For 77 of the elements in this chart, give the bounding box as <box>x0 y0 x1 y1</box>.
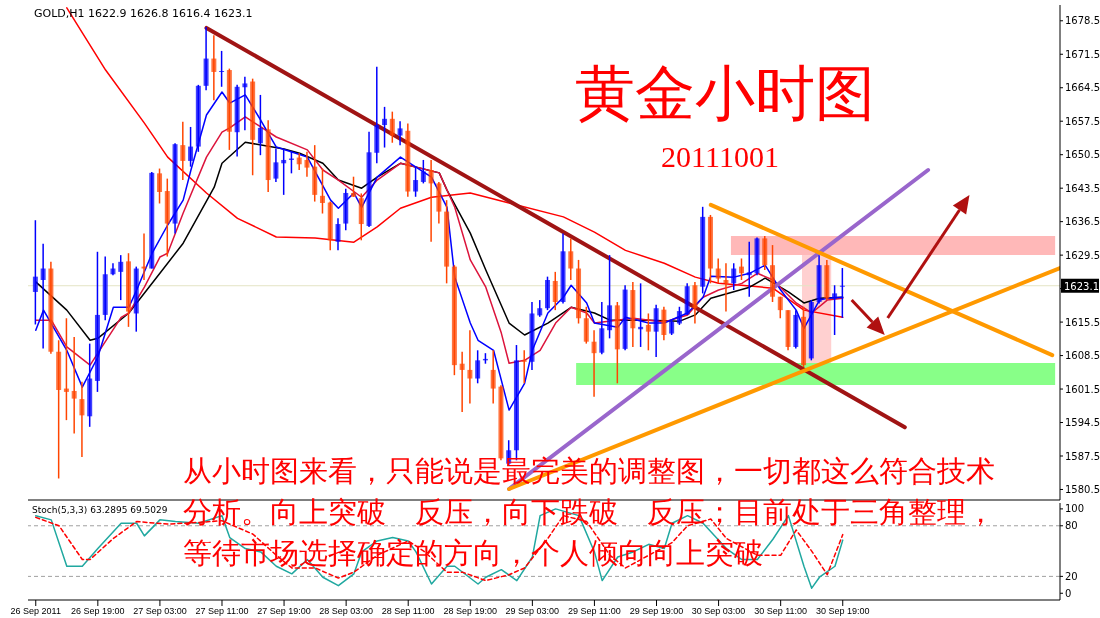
y-tick-label: 1678.5 <box>1065 15 1100 27</box>
x-tick-label: 27 Sep 03:00 <box>133 606 187 617</box>
candlestick <box>583 306 589 345</box>
y-tick-label: 1671.5 <box>1065 48 1100 60</box>
candlestick <box>420 159 426 185</box>
y-tick-label: 1601.5 <box>1065 383 1100 395</box>
candlestick <box>273 147 279 183</box>
candlestick <box>157 167 163 205</box>
y-tick-label: 80 <box>1065 520 1078 532</box>
y-tick-label: 1657.5 <box>1065 115 1100 127</box>
x-tick-label: 28 Sep 19:00 <box>443 606 498 617</box>
candlestick <box>459 350 465 413</box>
chart-title: Stoch(5,3,3) 63.2895 69.5029 <box>32 505 168 515</box>
candlestick <box>397 120 403 146</box>
candlestick <box>738 257 744 281</box>
candlestick <box>521 349 527 385</box>
text: 20111001 <box>660 140 780 174</box>
x-tick-label: 29 Sep 03:00 <box>505 606 560 617</box>
candlestick <box>428 159 434 243</box>
y-tick-label: 1636.5 <box>1065 216 1100 228</box>
candlestick <box>118 254 124 301</box>
candlestick <box>71 336 77 435</box>
y-tick-label: 1587.5 <box>1065 450 1100 462</box>
candlestick <box>676 306 682 326</box>
y-tick-label: 1615.5 <box>1065 316 1100 328</box>
candlestick <box>746 240 752 298</box>
candlestick <box>32 219 38 326</box>
y-tick-label: 20 <box>1065 570 1078 582</box>
candlestick <box>832 284 838 336</box>
candlestick <box>180 120 186 181</box>
y-tick-label: 1650.5 <box>1065 149 1100 161</box>
candlestick <box>413 165 419 198</box>
y-tick-label: 1594.5 <box>1065 417 1100 429</box>
y-tick-label: 1608.5 <box>1065 350 1100 362</box>
candlestick <box>335 217 341 252</box>
candlestick <box>653 304 659 358</box>
y-tick-label: 1580.5 <box>1065 484 1100 496</box>
candlestick <box>552 271 558 311</box>
candlestick <box>79 381 85 458</box>
x-tick-label: 29 Sep 19:00 <box>629 606 684 617</box>
x-tick-label: 28 Sep 03:00 <box>319 606 373 617</box>
candlestick <box>211 34 217 101</box>
x-tick-label: 28 Sep 11:00 <box>381 606 435 617</box>
candlestick <box>475 349 481 385</box>
text: 黄金小时图 <box>574 58 876 128</box>
candlestick <box>389 110 395 144</box>
x-tick-label: 29 Sep 11:00 <box>567 606 621 617</box>
candlestick <box>382 106 388 149</box>
candlestick <box>141 232 147 281</box>
candlestick <box>715 257 721 285</box>
candlestick <box>731 262 737 291</box>
x-tick-label: 30 Sep 19:00 <box>815 606 870 617</box>
candlestick <box>568 237 574 281</box>
candlestick <box>490 349 496 405</box>
candlestick <box>467 329 473 405</box>
candlestick <box>351 175 357 198</box>
candlestick <box>319 167 325 215</box>
x-tick-label: 30 Sep 03:00 <box>691 606 746 617</box>
candlestick <box>219 50 225 88</box>
x-tick-label: 27 Sep 11:00 <box>195 606 249 617</box>
candlestick <box>40 242 46 350</box>
y-tick-label: 0 <box>1065 587 1072 599</box>
candlestick <box>692 281 698 325</box>
candlestick <box>188 126 194 168</box>
candlestick <box>304 151 310 178</box>
candlestick <box>591 329 597 398</box>
y-tick-label: 1664.5 <box>1065 82 1100 94</box>
x-tick-label: 27 Sep 19:00 <box>257 606 311 617</box>
y-tick-label: 100 <box>1065 503 1085 515</box>
x-tick-label: 26 Sep 19:00 <box>71 606 125 617</box>
candlestick <box>645 312 651 352</box>
y-tick-label: 1629.5 <box>1065 249 1100 261</box>
candlestick <box>257 94 263 156</box>
ref-line-label: 1623.1 <box>1064 280 1099 292</box>
x-tick-label: 26 Sep 2011 <box>10 606 61 617</box>
x-tick-label: 30 Sep 11:00 <box>754 606 808 617</box>
y-tick-label: 1643.5 <box>1065 182 1100 194</box>
